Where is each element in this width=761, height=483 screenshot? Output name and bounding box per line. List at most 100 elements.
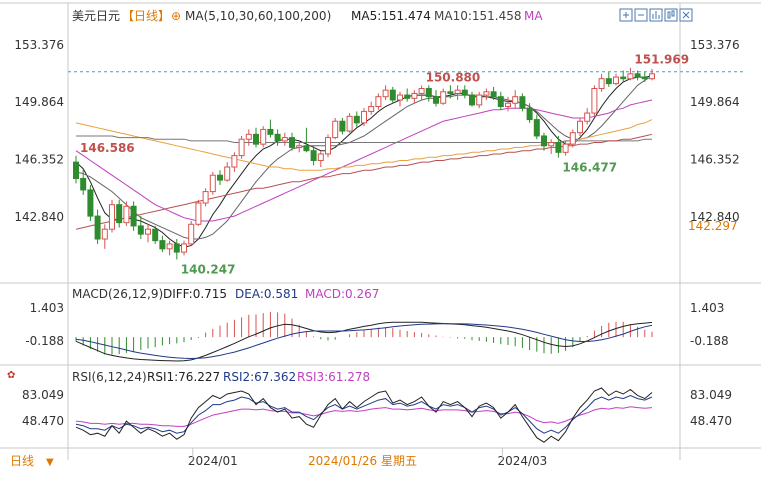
candle-6 — [116, 199, 123, 228]
candle-3 — [94, 209, 101, 244]
rsi-ytick-left-1: 48.470 — [22, 414, 64, 428]
candle-24 — [245, 129, 252, 146]
candle-body-4 — [101, 228, 108, 240]
rsi-ytick-right-1: 48.470 — [690, 414, 732, 428]
candle-71 — [584, 108, 591, 125]
candle-41 — [368, 101, 375, 115]
macd-ytick-left-0: 1.403 — [30, 301, 64, 315]
ma-line-ma30 — [75, 99, 653, 222]
bar-chart-icon[interactable] — [649, 8, 663, 22]
zoom-out-icon[interactable] — [634, 8, 648, 22]
candle-28 — [274, 129, 281, 146]
candle-35 — [325, 134, 331, 158]
candle-body-45 — [397, 94, 403, 101]
candle-77 — [627, 67, 634, 81]
period-selector[interactable]: 日线 — [10, 454, 34, 468]
price-ytick-left-3: 142.840 — [14, 210, 64, 224]
settings-circle-icon[interactable]: ⊕ — [171, 9, 181, 23]
ma10-value: MA10:151.458 — [434, 9, 522, 23]
candlestick-icon[interactable] — [664, 8, 678, 22]
fullscreen-icon[interactable] — [679, 8, 693, 22]
candle-53 — [454, 85, 461, 100]
candle-31 — [296, 142, 303, 153]
candle-80 — [649, 68, 655, 81]
candle-40 — [361, 108, 367, 127]
candle-55 — [469, 91, 475, 107]
candle-body-54 — [461, 89, 468, 96]
candle-42 — [375, 93, 382, 110]
candle-body-47 — [411, 92, 418, 99]
zoom-in-icon[interactable] — [619, 8, 633, 22]
candle-body-80 — [649, 73, 655, 80]
candle-body-18 — [202, 191, 209, 204]
candle-30 — [289, 132, 295, 151]
period-tag[interactable]: 【日线】 — [122, 9, 170, 23]
macd-dea-value: DEA:0.581 — [235, 287, 298, 301]
ma-params-label: MA(5,10,30,60,100,200) — [185, 9, 331, 23]
candle-body-7 — [123, 205, 130, 224]
candle-body-35 — [325, 137, 331, 155]
candle-69 — [569, 129, 576, 148]
candle-body-56 — [476, 94, 483, 106]
candle-body-68 — [562, 143, 569, 153]
candle-25 — [253, 127, 259, 148]
period-dropdown-icon[interactable]: ▼ — [46, 457, 54, 468]
candle-9 — [137, 216, 144, 240]
axis-label-layer: 153.376 153.376 149.864 149.864 146.352 146.3… — [14, 38, 739, 468]
candle-12 — [159, 235, 166, 253]
candle-44 — [389, 86, 396, 104]
candle-34 — [317, 150, 324, 168]
candle-48 — [418, 85, 425, 100]
candle-body-53 — [454, 89, 461, 94]
candle-33 — [310, 145, 317, 166]
macd-diff-value: DIFF:0.715 — [163, 287, 227, 301]
candle-13 — [166, 240, 173, 256]
candle-body-39 — [353, 115, 360, 124]
candle-10 — [145, 224, 151, 243]
ma-line-ma10 — [75, 75, 653, 240]
macd-layer — [75, 311, 653, 362]
candle-body-5 — [109, 204, 115, 230]
candle-74 — [605, 72, 612, 87]
candle-36 — [332, 117, 339, 140]
candle-body-33 — [310, 150, 317, 161]
candle-22 — [231, 152, 238, 172]
price-ytick-right-1: 149.864 — [690, 95, 740, 109]
price-ytick-right-0: 153.376 — [690, 38, 740, 52]
candle-body-46 — [404, 94, 411, 99]
candle-body-8 — [130, 205, 137, 227]
price-ytick-left-1: 149.864 — [14, 95, 64, 109]
candle-body-49 — [425, 88, 432, 98]
candle-4 — [101, 224, 108, 249]
candle-body-62 — [519, 96, 526, 109]
rsi-name: RSI(6,12,24) — [72, 370, 147, 384]
candle-65 — [541, 132, 547, 151]
candle-body-0 — [73, 161, 79, 179]
rsi-settings-icon[interactable]: ✿ — [7, 370, 15, 381]
candle-body-30 — [289, 137, 295, 148]
candle-51 — [440, 88, 447, 105]
candle-20 — [217, 170, 223, 186]
candle-73 — [598, 73, 605, 92]
candle-66 — [548, 139, 555, 154]
candle-57 — [483, 88, 490, 100]
candle-body-2 — [87, 189, 94, 217]
candle-body-14 — [173, 243, 180, 253]
candle-body-9 — [137, 225, 144, 235]
candle-0 — [73, 155, 79, 184]
toolbar — [619, 8, 693, 22]
candle-body-79 — [641, 76, 648, 80]
candle-body-26 — [260, 128, 267, 145]
high-annotation-2: 150.880 — [426, 71, 481, 85]
candle-50 — [433, 90, 439, 107]
symbol-label: 美元日元 — [72, 9, 120, 23]
candle-54 — [461, 85, 468, 99]
candle-body-28 — [274, 133, 281, 142]
candle-76 — [620, 70, 627, 82]
candle-63 — [526, 103, 533, 123]
candle-14 — [173, 239, 180, 260]
candle-body-34 — [317, 153, 324, 161]
candle-16 — [188, 221, 195, 246]
candle-body-72 — [591, 88, 598, 114]
candle-5 — [109, 199, 115, 233]
